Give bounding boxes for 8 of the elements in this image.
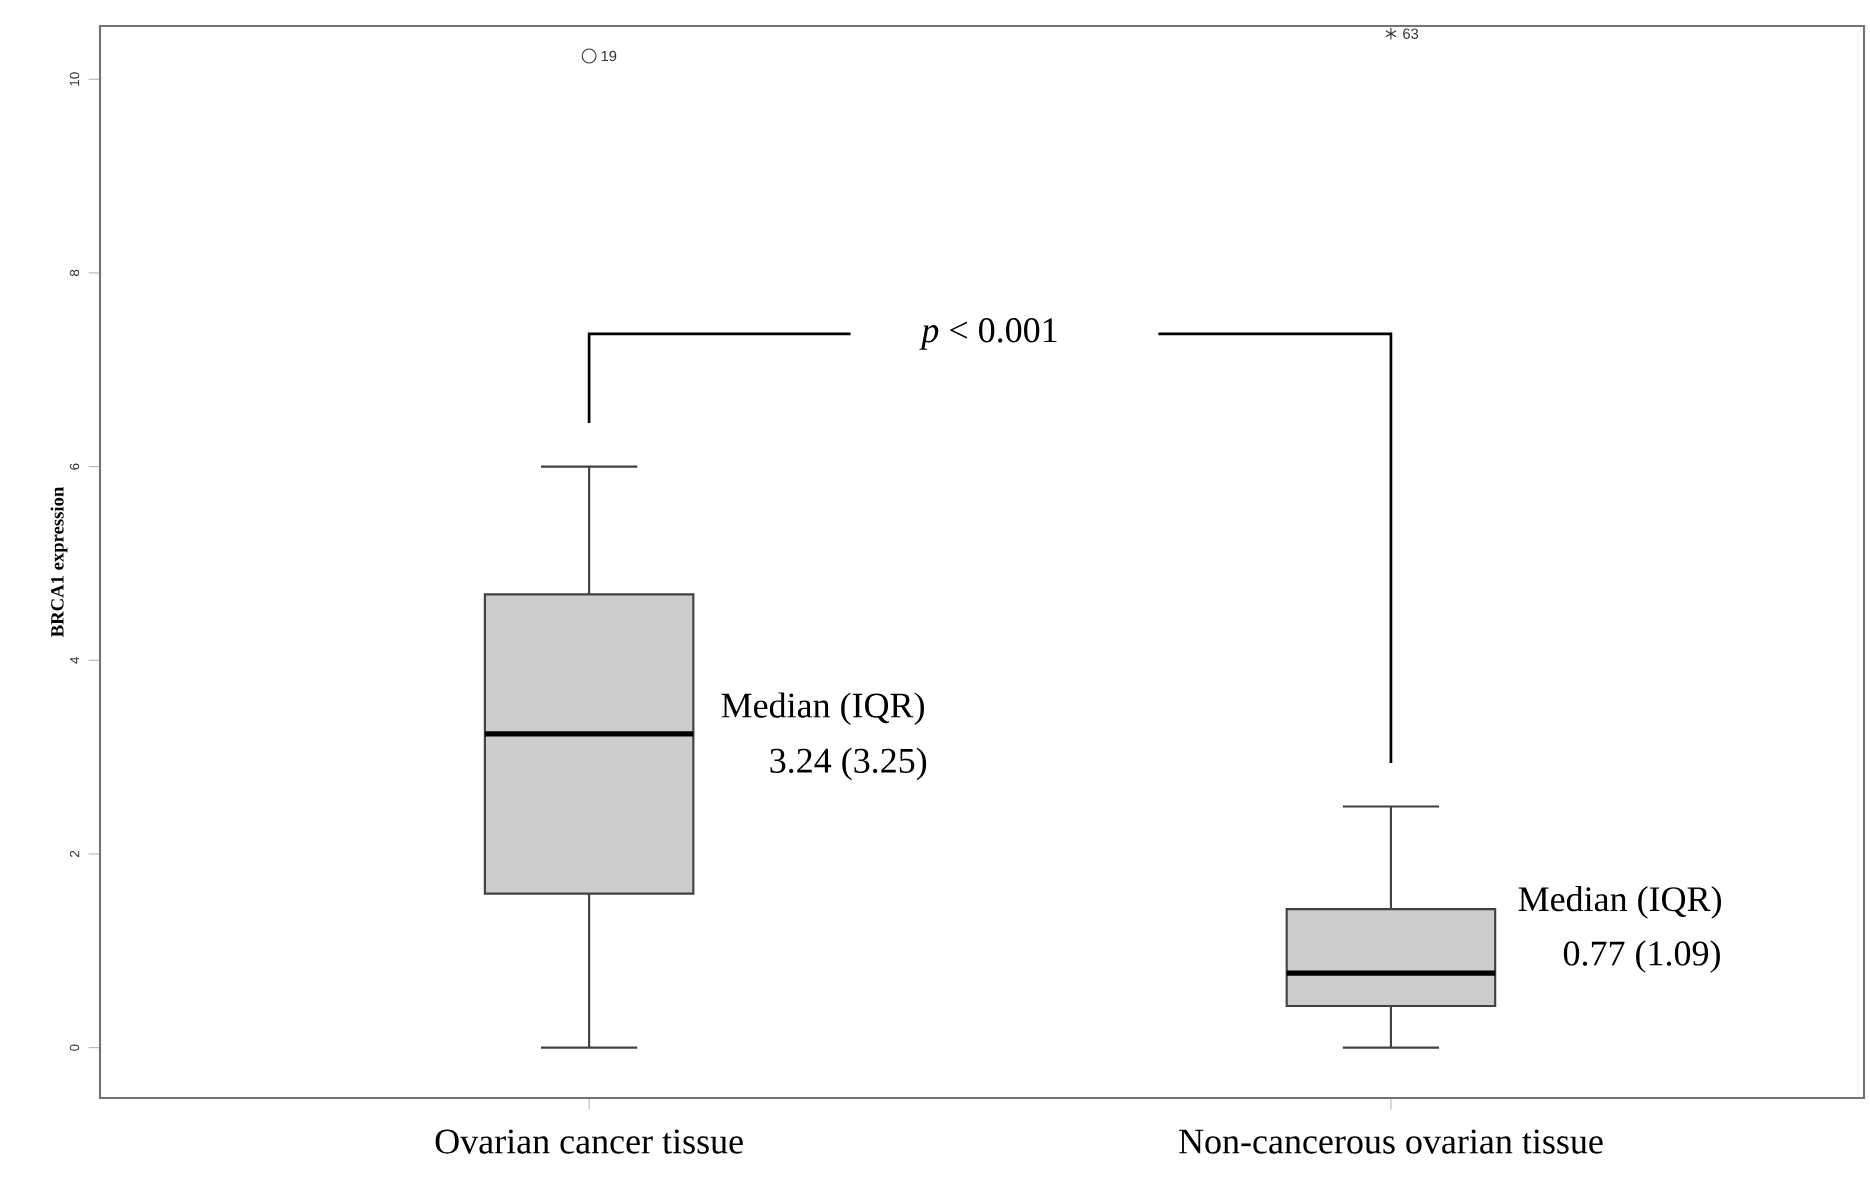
annotation: 0.77 (1.09) [1563, 940, 1720, 973]
y-axis-title: BRCA1 expression [50, 487, 68, 637]
x-tick-label: Non-cancerous ovarian tissue [1179, 1129, 1603, 1154]
annotation: Median (IQR) [721, 692, 924, 726]
annotation: Median (IQR) [1518, 886, 1721, 919]
x-tick-label: Ovarian cancer tissue [435, 1129, 743, 1154]
annotation: 3.24 (3.25) [770, 747, 927, 781]
annotation: p < 0.001 [919, 318, 1057, 350]
